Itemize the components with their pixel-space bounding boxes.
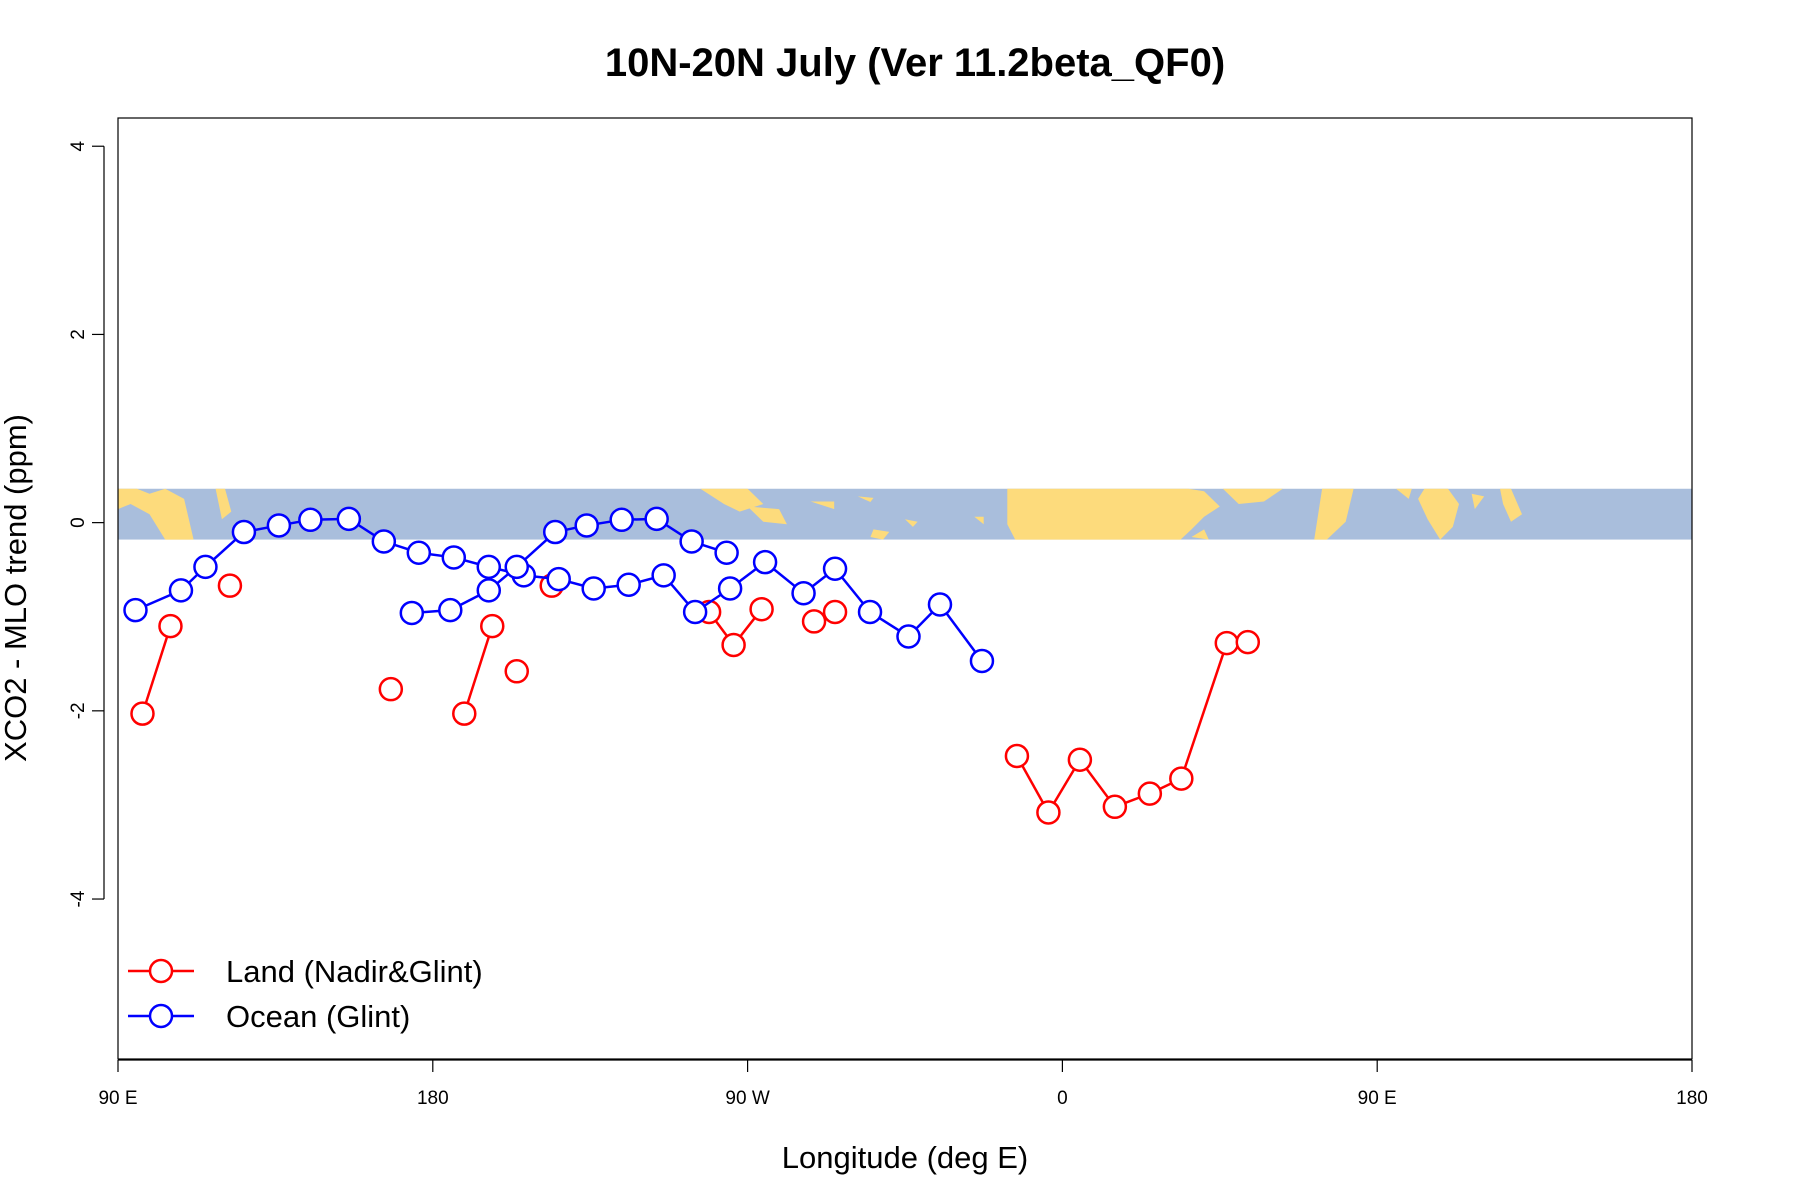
y-tick-label: -2 bbox=[68, 702, 89, 719]
data-point bbox=[130, 701, 155, 726]
data-point bbox=[480, 613, 505, 639]
land-shape bbox=[1471, 493, 1485, 510]
series-segment bbox=[141, 625, 172, 715]
land-shape bbox=[905, 519, 918, 527]
series-land bbox=[130, 573, 1261, 825]
land-shape bbox=[1500, 488, 1522, 522]
data-point bbox=[644, 506, 669, 532]
land-shape bbox=[810, 501, 835, 510]
land-shape bbox=[215, 488, 232, 520]
data-point bbox=[1137, 781, 1163, 806]
legend-label-ocean: Ocean (Glint) bbox=[226, 999, 410, 1034]
data-point bbox=[1235, 629, 1261, 655]
data-point bbox=[721, 632, 746, 658]
data-point bbox=[336, 506, 362, 532]
data-point bbox=[896, 624, 921, 649]
data-point bbox=[441, 545, 467, 570]
data-point bbox=[231, 519, 257, 545]
data-point bbox=[822, 599, 848, 625]
legend: Land (Nadir&Glint) Ocean (Glint) bbox=[128, 954, 483, 1034]
data-point bbox=[452, 701, 477, 726]
data-point bbox=[406, 540, 432, 565]
data-point bbox=[193, 554, 218, 580]
x-tick-label: 180 bbox=[1676, 1088, 1708, 1109]
y-tick-label: -4 bbox=[68, 890, 89, 907]
data-point bbox=[399, 600, 425, 626]
data-point bbox=[1169, 766, 1194, 791]
land-shape bbox=[857, 496, 874, 502]
data-point bbox=[158, 613, 183, 639]
land-shape bbox=[1314, 488, 1354, 540]
y-axis-label: XCO2 - MLO trend (ppm) bbox=[0, 414, 33, 762]
y-tick-label: 4 bbox=[68, 141, 89, 152]
land-shape bbox=[1222, 488, 1283, 504]
x-tick-label: 90 W bbox=[725, 1088, 769, 1109]
data-point bbox=[168, 578, 194, 603]
land-shape bbox=[974, 516, 984, 525]
data-point bbox=[791, 580, 816, 606]
data-point bbox=[438, 597, 463, 623]
x-tick-label: 90 E bbox=[1358, 1088, 1397, 1109]
legend-marker-land bbox=[148, 958, 174, 984]
series-segment bbox=[1180, 642, 1228, 779]
data-point bbox=[574, 513, 599, 538]
data-point bbox=[504, 659, 529, 684]
data-point bbox=[927, 592, 953, 617]
data-point bbox=[1004, 743, 1030, 769]
data-point bbox=[1036, 800, 1061, 825]
data-point bbox=[714, 540, 739, 565]
x-axis-label: Longitude (deg E) bbox=[782, 1140, 1028, 1175]
data-point bbox=[651, 563, 676, 588]
data-point bbox=[969, 648, 995, 674]
data-point bbox=[542, 519, 568, 545]
series-ocean bbox=[123, 506, 995, 674]
y-tick-label: 0 bbox=[68, 517, 89, 528]
data-point bbox=[857, 599, 883, 625]
data-point bbox=[609, 507, 634, 533]
data-point bbox=[476, 578, 502, 603]
y-tick-label: 2 bbox=[68, 329, 89, 340]
data-point bbox=[371, 529, 397, 554]
plot-frame bbox=[117, 117, 1693, 1060]
x-axis: 90 E 180 90 W 0 90 E 180 bbox=[98, 1059, 1708, 1109]
data-point bbox=[749, 596, 774, 622]
land-shape bbox=[1418, 488, 1459, 540]
data-point bbox=[679, 529, 704, 554]
chart-title: 10N-20N July (Ver 11.2beta_QF0) bbox=[605, 41, 1225, 85]
data-point bbox=[504, 554, 529, 580]
data-point bbox=[682, 599, 708, 625]
data-point bbox=[1214, 630, 1240, 656]
series-layer bbox=[123, 506, 1261, 825]
land-shape bbox=[700, 488, 764, 512]
data-point bbox=[752, 549, 778, 575]
data-point bbox=[801, 609, 827, 634]
data-point bbox=[581, 576, 606, 601]
x-tick-label: 180 bbox=[417, 1088, 449, 1109]
data-point bbox=[822, 556, 848, 581]
x-tick-label: 90 E bbox=[98, 1088, 137, 1109]
x-tick-label: 0 bbox=[1057, 1088, 1068, 1109]
series-segment bbox=[463, 625, 494, 715]
data-point bbox=[217, 573, 243, 598]
y-axis: 4 2 0 -2 -4 bbox=[68, 141, 105, 907]
legend-marker-ocean bbox=[148, 1003, 174, 1029]
data-point bbox=[378, 676, 404, 702]
data-point bbox=[1067, 747, 1093, 773]
land-shape bbox=[1007, 488, 1220, 540]
data-point bbox=[717, 576, 743, 601]
data-point bbox=[476, 554, 502, 580]
legend-label-land: Land (Nadir&Glint) bbox=[226, 954, 483, 989]
data-point bbox=[123, 597, 148, 623]
land-shape bbox=[118, 488, 194, 540]
land-shape bbox=[1396, 488, 1412, 499]
data-point bbox=[298, 507, 323, 533]
data-point bbox=[616, 572, 641, 597]
land-shape bbox=[747, 506, 787, 525]
land-shape bbox=[1191, 529, 1209, 540]
land-shape bbox=[870, 529, 890, 540]
data-point bbox=[546, 566, 571, 592]
data-point bbox=[1102, 794, 1128, 820]
data-point bbox=[266, 513, 292, 538]
